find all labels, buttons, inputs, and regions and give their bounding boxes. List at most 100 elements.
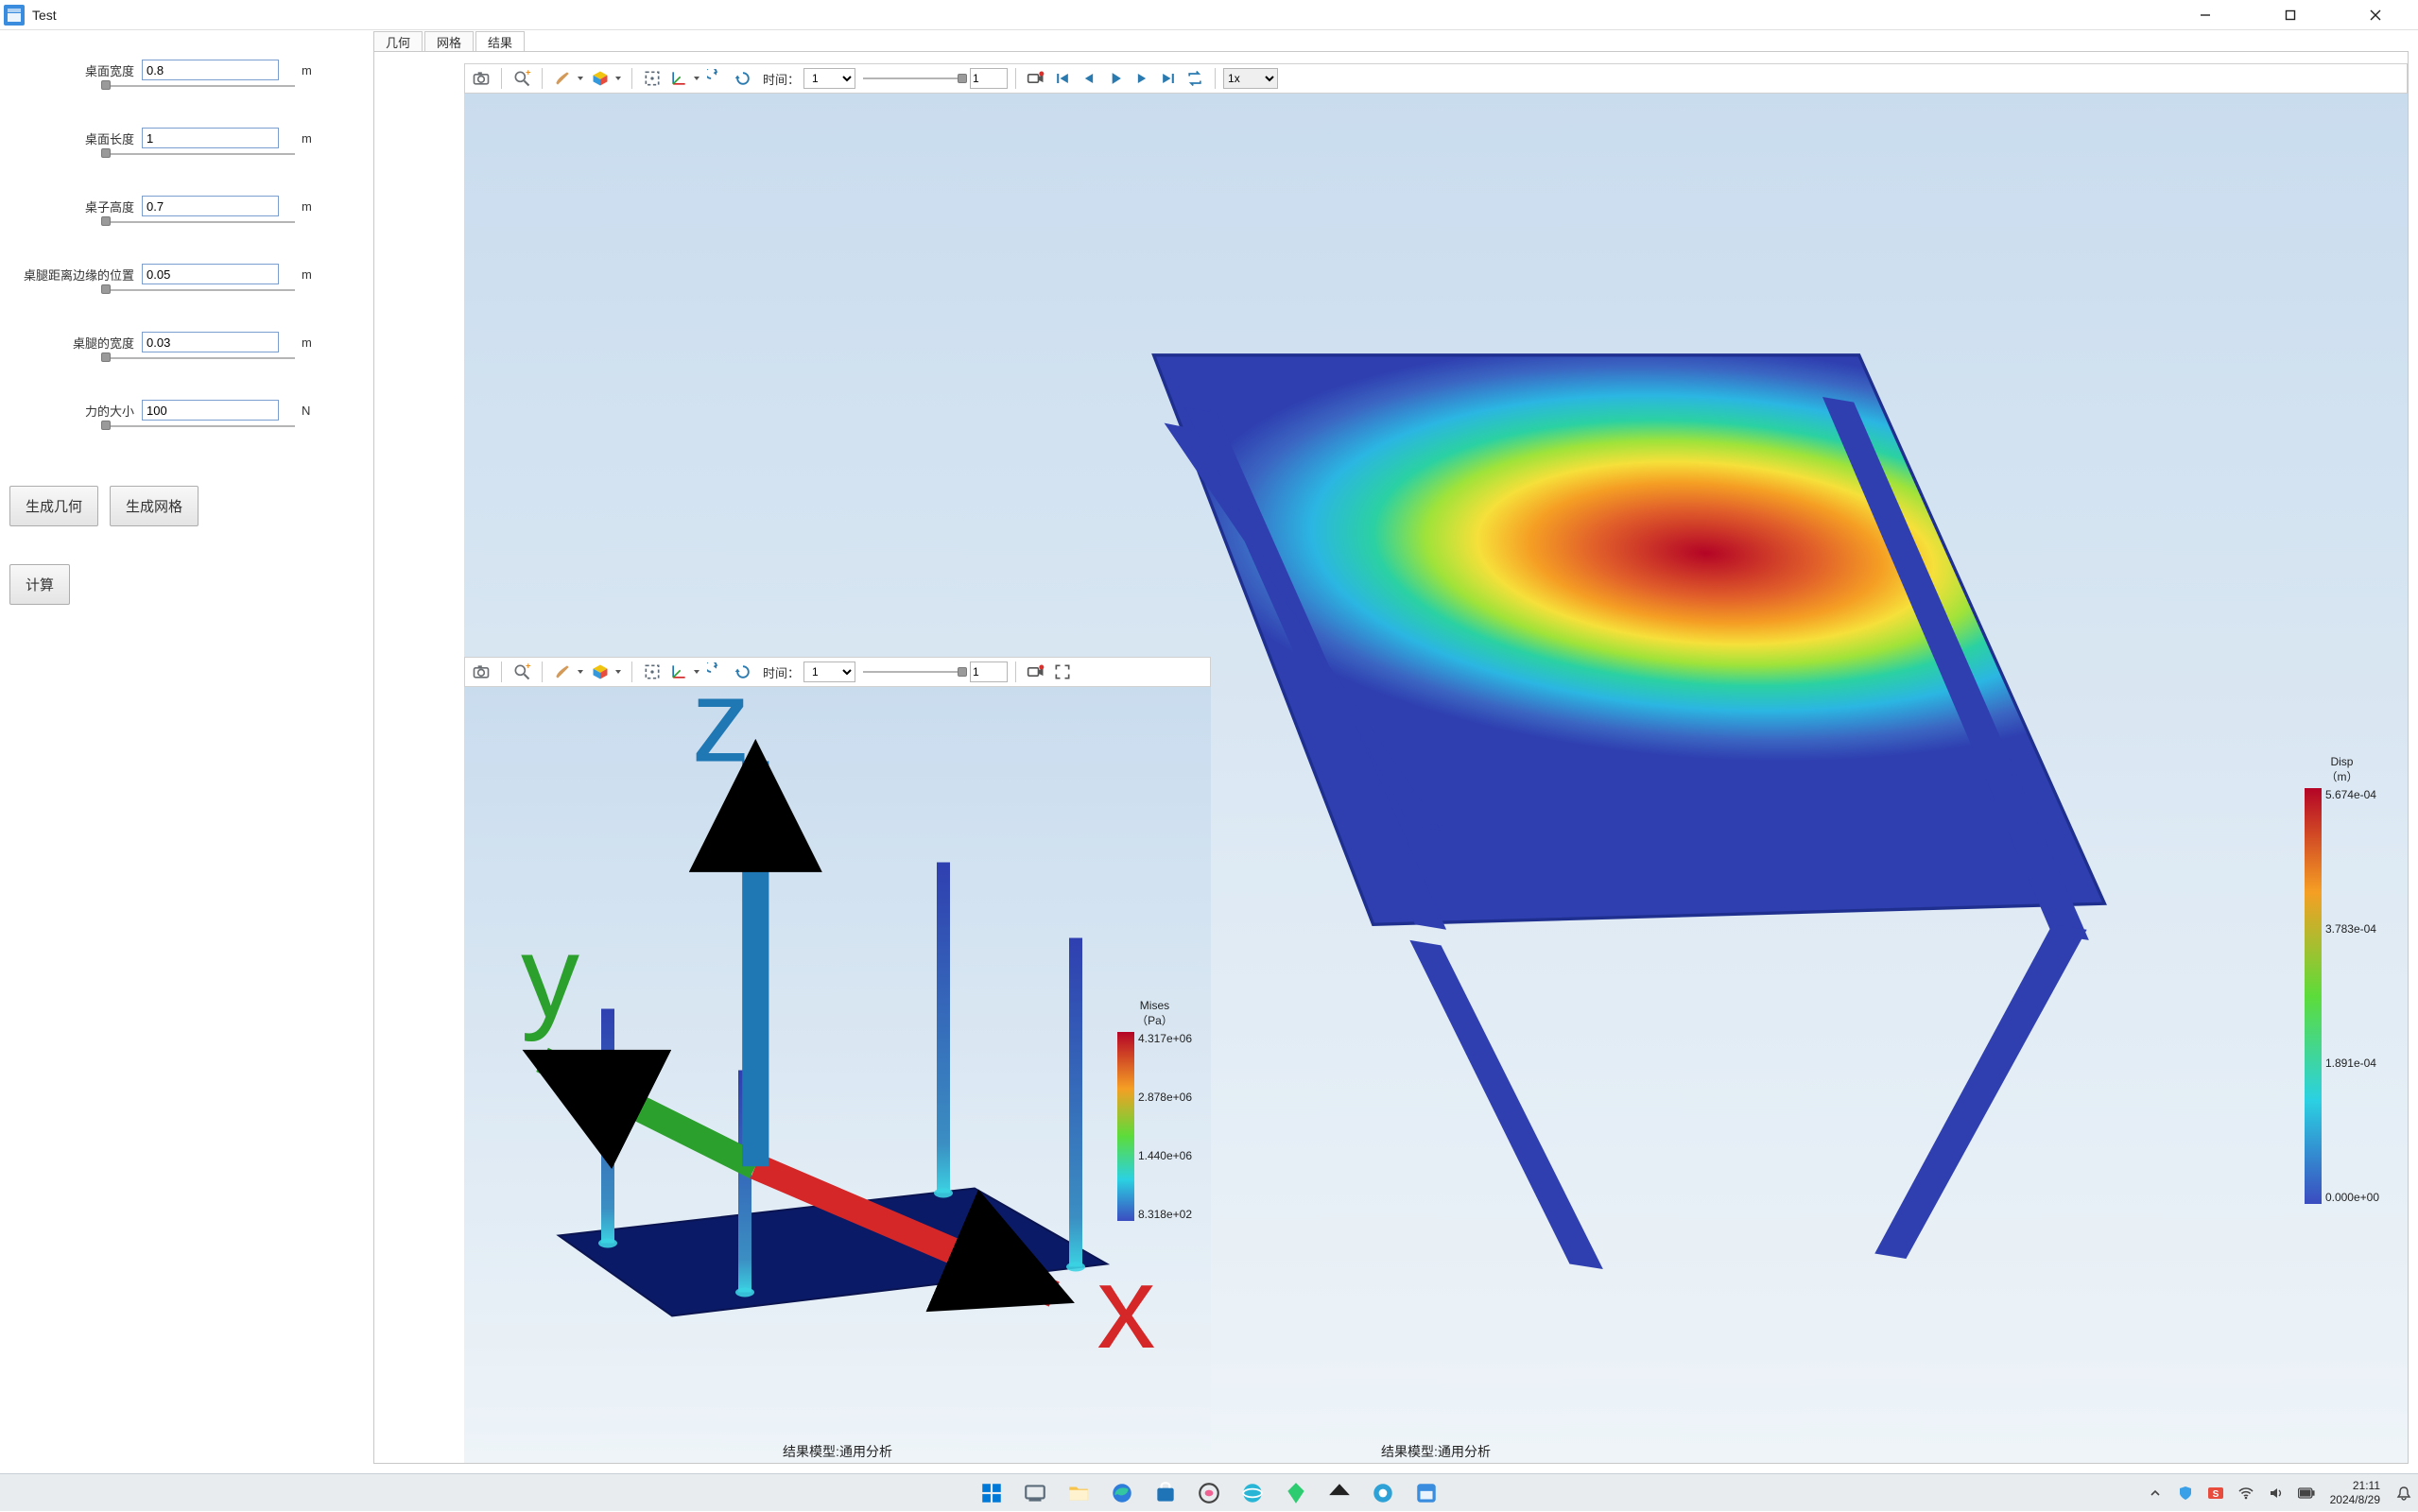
parameters-panel: 桌面宽度 m 桌面长度 m 桌子高度 m 桌腿距离边缘的位置 m 桌腿的宽度 m… (0, 30, 373, 1473)
rotate-cw-icon[interactable] (731, 66, 755, 91)
legend-tick: 1.891e-04 (2325, 1057, 2379, 1070)
param-slider-3[interactable] (106, 287, 295, 293)
clock-time: 21:11 (2330, 1479, 2380, 1492)
viewport-toolbar-big: +时间：11x (464, 63, 2408, 94)
viewport-canvas-small[interactable]: Mises （Pa） 4.317e+062.878e+061.440e+068.… (464, 687, 1211, 1463)
param-input-5[interactable] (142, 400, 279, 421)
rotate-ccw-icon[interactable] (704, 66, 729, 91)
viewport-toolbar-small: +时间：1 (464, 657, 1211, 687)
param-input-1[interactable] (142, 128, 279, 148)
tray-ime-icon[interactable]: S (2207, 1485, 2224, 1502)
cube-icon[interactable] (588, 66, 613, 91)
legend-tick: 5.674e-04 (2325, 788, 2379, 801)
fit-icon[interactable] (640, 660, 665, 684)
app-icon (4, 5, 25, 26)
current-app-icon[interactable] (1408, 1474, 1445, 1512)
camera-icon[interactable] (469, 660, 493, 684)
compute-button[interactable]: 计算 (9, 564, 70, 605)
first-frame-icon[interactable] (1050, 66, 1075, 91)
time-slider[interactable] (863, 77, 962, 79)
generate-geometry-button[interactable]: 生成几何 (9, 486, 98, 526)
camera-icon[interactable] (469, 66, 493, 91)
dropdown-caret-icon[interactable] (575, 660, 586, 684)
param-input-4[interactable] (142, 332, 279, 352)
taskbar: S 21:11 2024/8/29 (0, 1473, 2418, 1511)
dropdown-caret-icon[interactable] (691, 660, 702, 684)
taskbar-clock[interactable]: 21:11 2024/8/29 (2330, 1479, 2380, 1506)
param-label-2: 桌子高度 (9, 198, 142, 215)
umbrella-icon[interactable] (1321, 1474, 1358, 1512)
dropdown-caret-icon[interactable] (613, 66, 624, 91)
explorer-icon[interactable] (1060, 1474, 1097, 1512)
fit-icon[interactable] (640, 66, 665, 91)
param-input-0[interactable] (142, 60, 279, 80)
time-spinner[interactable] (970, 662, 1008, 682)
axes-icon[interactable] (666, 66, 691, 91)
close-button[interactable] (2333, 0, 2418, 30)
time-dropdown[interactable]: 1 (803, 68, 855, 89)
clock-date: 2024/8/29 (2330, 1493, 2380, 1506)
minimize-button[interactable] (2163, 0, 2248, 30)
tab-2[interactable]: 结果 (475, 31, 525, 52)
generate-mesh-button[interactable]: 生成网格 (110, 486, 199, 526)
tray-shield-icon[interactable] (2177, 1485, 2194, 1502)
tray-wifi-icon[interactable] (2237, 1485, 2254, 1502)
param-input-2[interactable] (142, 196, 279, 216)
param-slider-5[interactable] (106, 423, 295, 429)
dropdown-caret-icon[interactable] (575, 66, 586, 91)
record-icon[interactable] (1024, 66, 1048, 91)
cube-icon[interactable] (588, 660, 613, 684)
tray-notifications-icon[interactable] (2395, 1485, 2412, 1502)
chrome-icon[interactable] (1364, 1474, 1402, 1512)
taskview-icon[interactable] (1016, 1474, 1054, 1512)
param-unit-0: m (294, 63, 322, 77)
maximize-button[interactable] (2248, 0, 2333, 30)
edge-icon[interactable] (1103, 1474, 1141, 1512)
record-icon[interactable] (1024, 660, 1048, 684)
param-label-3: 桌腿距离边缘的位置 (9, 266, 142, 284)
param-label-1: 桌面长度 (9, 129, 142, 147)
window-title: Test (32, 8, 57, 23)
param-slider-0[interactable] (106, 83, 295, 89)
tab-0[interactable]: 几何 (373, 31, 423, 52)
brush-icon[interactable] (550, 66, 575, 91)
browser-icon[interactable] (1234, 1474, 1271, 1512)
time-dropdown[interactable]: 1 (803, 662, 855, 682)
play-icon[interactable] (1103, 66, 1128, 91)
last-frame-icon[interactable] (1156, 66, 1181, 91)
rotate-cw-icon[interactable] (731, 660, 755, 684)
expand-icon[interactable] (1050, 660, 1075, 684)
prev-frame-icon[interactable] (1077, 66, 1101, 91)
brush-icon[interactable] (550, 660, 575, 684)
next-frame-icon[interactable] (1130, 66, 1154, 91)
dropdown-caret-icon[interactable] (691, 66, 702, 91)
kite-icon[interactable] (1277, 1474, 1315, 1512)
param-input-3[interactable] (142, 264, 279, 284)
tray-battery-icon[interactable] (2298, 1485, 2315, 1502)
param-slider-1[interactable] (106, 151, 295, 157)
param-slider-4[interactable] (106, 355, 295, 361)
rotate-ccw-icon[interactable] (704, 660, 729, 684)
dropdown-caret-icon[interactable] (613, 660, 624, 684)
speed-dropdown[interactable]: 1x (1223, 68, 1278, 89)
param-slider-2[interactable] (106, 219, 295, 225)
param-unit-1: m (294, 131, 322, 146)
zoom-icon[interactable]: + (510, 66, 534, 91)
tray-volume-icon[interactable] (2268, 1485, 2285, 1502)
tab-1[interactable]: 网格 (424, 31, 474, 52)
svg-text:x: x (1097, 1243, 1155, 1373)
svg-text:y: y (521, 912, 579, 1042)
svg-text:z: z (692, 687, 751, 786)
time-slider[interactable] (863, 671, 962, 673)
tray-chevron-icon[interactable] (2147, 1485, 2164, 1502)
axes-icon[interactable] (666, 660, 691, 684)
loop-icon[interactable] (1183, 66, 1207, 91)
zoom-icon[interactable]: + (510, 660, 534, 684)
orientation-triad: x y z (521, 687, 1211, 1416)
start-icon[interactable] (973, 1474, 1010, 1512)
legend-tick: 3.783e-04 (2325, 922, 2379, 936)
time-spinner[interactable] (970, 68, 1008, 89)
viewport-caption-big: 结果模型:通用分析 (1381, 1442, 1491, 1461)
copilot-icon[interactable] (1190, 1474, 1228, 1512)
store-icon[interactable] (1147, 1474, 1184, 1512)
